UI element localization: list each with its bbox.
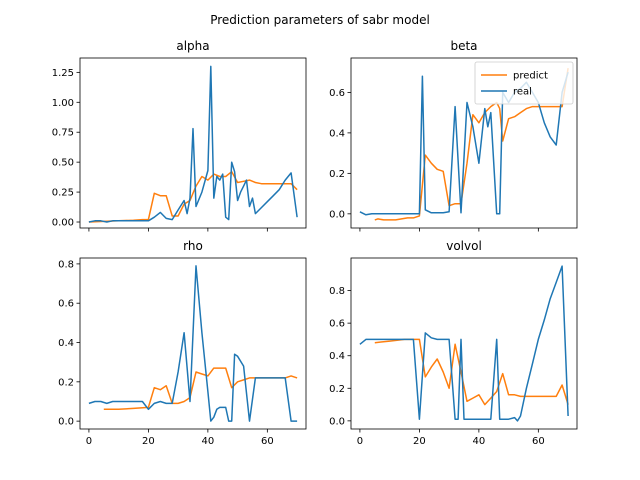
axes-frame xyxy=(79,257,307,430)
subplot-title: alpha xyxy=(176,39,209,53)
y-tick-label: 0.4 xyxy=(58,338,74,349)
y-tick-label: 0.6 xyxy=(58,299,74,310)
legend: predict real xyxy=(474,61,574,105)
series-line-real xyxy=(88,65,298,223)
x-tick-label: 20 xyxy=(142,436,155,447)
y-tick-label: 0.6 xyxy=(329,88,345,99)
series-line-predict xyxy=(88,170,298,223)
series-line-predict xyxy=(374,67,569,221)
y-tick-label: 0.4 xyxy=(329,351,345,362)
y-tick-label: 0.6 xyxy=(329,319,345,330)
x-tick-label: 60 xyxy=(532,436,545,447)
axes-frame xyxy=(79,57,307,229)
y-tick-label: 0.0 xyxy=(58,417,74,428)
x-tick-label: 0 xyxy=(86,436,92,447)
subplot-title: rho xyxy=(183,239,203,253)
y-tick-label: 0.0 xyxy=(329,416,345,427)
legend-label-real: real xyxy=(513,87,532,98)
x-tick-label: 0 xyxy=(357,436,363,447)
legend-box xyxy=(474,61,574,105)
y-tick-label: 0.4 xyxy=(329,128,345,139)
x-tick-label: 40 xyxy=(473,436,486,447)
legend-label-predict: predict xyxy=(513,71,548,82)
y-tick-label: 0.00 xyxy=(52,218,74,229)
y-tick-label: 0.8 xyxy=(58,259,74,270)
subplot-title: beta xyxy=(450,39,477,53)
series-line-predict xyxy=(103,367,298,411)
x-tick-label: 40 xyxy=(202,436,215,447)
axes-frame xyxy=(350,57,578,229)
series-line-real xyxy=(359,265,569,422)
y-tick-label: 0.2 xyxy=(329,169,345,180)
axes-frame xyxy=(350,257,578,430)
y-tick-label: 1.00 xyxy=(52,98,74,109)
subplot-beta: 0.0 0.2 0.4 0.6 beta predict real xyxy=(329,39,578,232)
subplot-grid: 0.000.250.500.751.001.25alpha0.00.20.40.… xyxy=(52,39,578,447)
y-tick-label: 0.0 xyxy=(329,209,345,220)
subplot-alpha: 0.00 0.25 0.50 0.75 1.00 1.25 alpha xyxy=(52,39,307,232)
y-tick-label: 0.50 xyxy=(52,158,74,169)
series-line-predict xyxy=(374,338,569,406)
series-line-real xyxy=(88,265,298,422)
subplot-title: volvol xyxy=(446,239,482,253)
y-tick-label: 0.2 xyxy=(329,384,345,395)
y-tick-label: 0.25 xyxy=(52,188,74,199)
y-tick-label: 1.25 xyxy=(52,68,74,79)
figure-title: Prediction parameters of sabr model xyxy=(210,13,430,27)
y-tick-label: 0.75 xyxy=(52,128,74,139)
subplot-rho: 0.0 0.2 0.4 0.6 0.8 0 20 40 60 rho xyxy=(58,239,307,447)
y-tick-label: 0.2 xyxy=(58,377,74,388)
x-tick-label: 60 xyxy=(261,436,274,447)
x-tick-label: 20 xyxy=(413,436,426,447)
y-tick-label: 0.8 xyxy=(329,286,345,297)
subplot-volvol: 0.0 0.2 0.4 0.6 0.8 0 20 40 60 volvol xyxy=(329,239,578,447)
